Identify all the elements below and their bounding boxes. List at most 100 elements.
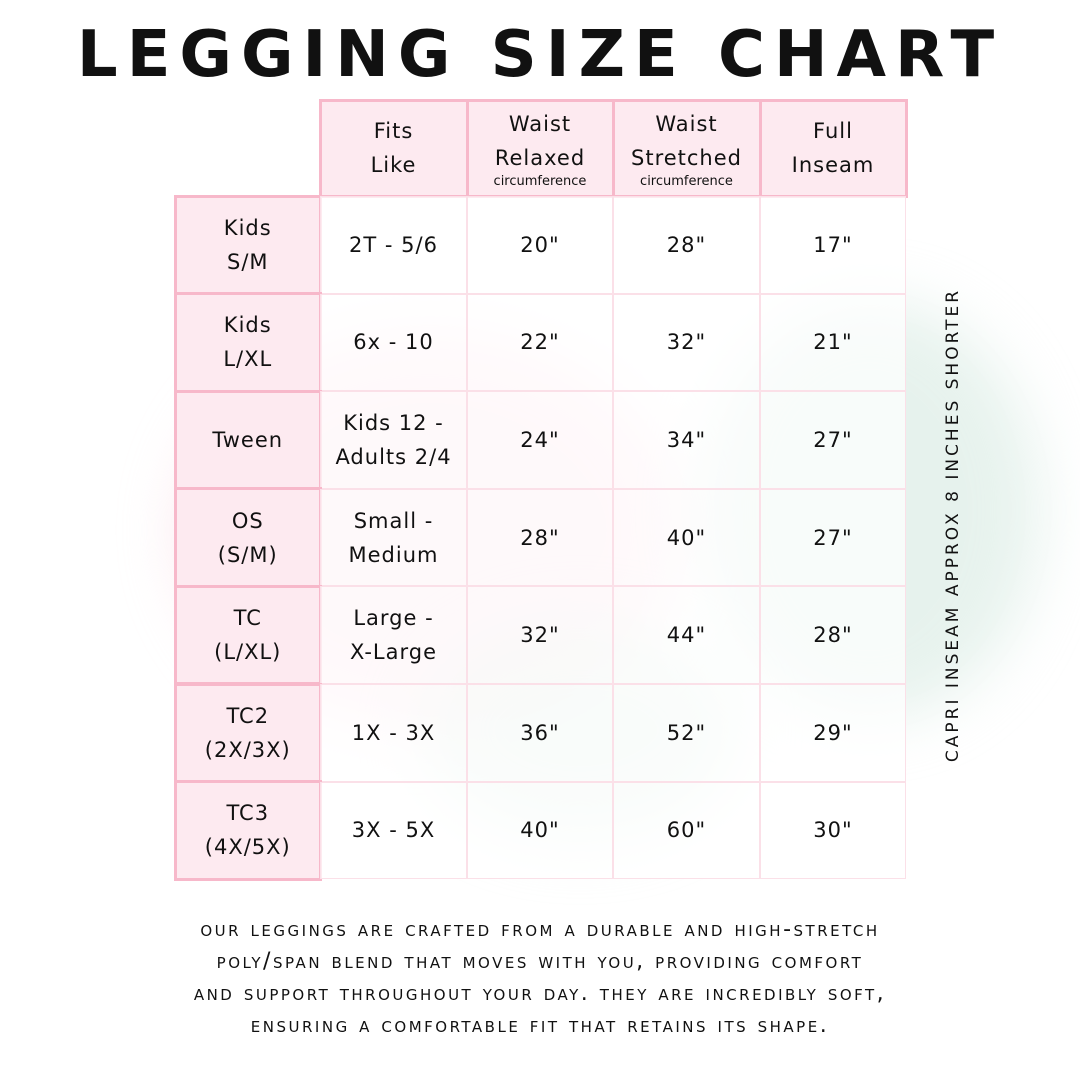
cell-text: Small - <box>353 508 434 533</box>
table-cell-fits-like: 6x - 10 <box>320 293 467 392</box>
table-cell-relaxed: 28" <box>467 488 613 587</box>
cell-text: 17" <box>813 232 853 257</box>
cell-text: Like <box>370 153 417 178</box>
table-cell-stretched: 52" <box>613 684 760 782</box>
cell-text: Fits <box>373 119 414 144</box>
table-cell-fits-like: Small - Medium <box>320 488 467 587</box>
cell-text: 52" <box>666 720 707 745</box>
cell-text: Adults 2/4 <box>335 444 452 469</box>
cell-text: (4X/5X) <box>204 835 291 860</box>
cell-text: 21" <box>813 330 853 355</box>
cell-text: 22" <box>520 330 560 355</box>
description-line: POLY/SPAN BLEND THAT MOVES WITH YOU, PRO… <box>216 949 864 974</box>
cell-text: 27" <box>813 427 853 452</box>
cell-text: 40" <box>666 525 707 550</box>
cell-text: 27" <box>813 525 853 550</box>
table-cell-inseam: 29" <box>760 684 906 782</box>
table-cell-stretched: 32" <box>613 293 760 392</box>
cell-text: S/M <box>226 249 269 274</box>
cell-text: (2X/3X) <box>204 737 291 762</box>
cell-text: 6x - 10 <box>353 330 434 355</box>
capri-note: CAPRI INSEAM APPROX 8 INCHES SHORTER <box>943 287 963 763</box>
table-cell-inseam: 28" <box>760 586 906 684</box>
column-header: Waist Relaxed circumference <box>465 99 615 198</box>
cell-text: X-Large <box>349 640 437 665</box>
cell-text: TC3 <box>226 801 270 826</box>
table-cell-inseam: 17" <box>760 196 906 294</box>
cell-text: Waist <box>508 112 572 137</box>
cell-text: 60" <box>666 818 707 843</box>
cell-text: Kids <box>223 313 272 338</box>
row-header-size: TC2 (2X/3X) <box>174 682 322 784</box>
description-line: AND SUPPORT THROUGHOUT YOUR DAY. THEY AR… <box>193 981 887 1006</box>
cell-text: L/XL <box>223 347 273 372</box>
cell-text: Inseam <box>791 153 875 178</box>
description-line: ENSURING A COMFORTABLE FIT THAT RETAINS … <box>250 1013 830 1038</box>
cell-text: Tween <box>212 427 284 452</box>
column-header: Full Inseam <box>758 99 908 198</box>
cell-text: 32" <box>520 623 560 648</box>
page-title: LEGGING SIZE CHART <box>76 18 1004 92</box>
table-cell-relaxed: 40" <box>467 781 613 880</box>
table-cell-inseam: 27" <box>760 391 906 489</box>
cell-text: 29" <box>813 720 853 745</box>
cell-text: Kids 12 - <box>343 410 444 435</box>
row-header-size: Kids S/M <box>174 194 322 296</box>
table-cell-stretched: 40" <box>613 488 760 587</box>
cell-text: circumference <box>493 174 587 190</box>
cell-text: 28" <box>520 525 560 550</box>
cell-text: Kids <box>223 215 272 240</box>
cell-text: TC <box>233 606 262 631</box>
table-cell-stretched: 34" <box>613 391 760 489</box>
cell-text: 32" <box>666 330 707 355</box>
row-header-size: TC (L/XL) <box>174 584 322 686</box>
cell-text: 40" <box>520 818 560 843</box>
table-cell-inseam: 27" <box>760 488 906 587</box>
row-header-size: TC3 (4X/5X) <box>174 780 322 881</box>
row-header-size: OS (S/M) <box>174 487 322 588</box>
table-cell-fits-like: 3X - 5X <box>320 781 467 880</box>
cell-text: Medium <box>348 542 439 567</box>
table-cell-inseam: 21" <box>760 293 906 392</box>
cell-text: 44" <box>666 623 707 648</box>
table-cell-fits-like: Large - X-Large <box>320 586 467 684</box>
cell-text: 3X - 5X <box>351 818 436 843</box>
cell-text: 2T - 5/6 <box>349 232 438 257</box>
table-cell-fits-like: 1X - 3X <box>320 684 467 782</box>
cell-text: 28" <box>666 232 707 257</box>
table-cell-stretched: 44" <box>613 586 760 684</box>
table-cell-relaxed: 24" <box>467 391 613 489</box>
table-cell-stretched: 28" <box>613 196 760 294</box>
column-header: Fits Like <box>318 99 469 198</box>
row-header-size: Tween <box>174 389 322 491</box>
table-cell-fits-like: Kids 12 - Adults 2/4 <box>320 391 467 489</box>
table-cell-stretched: 60" <box>613 781 760 880</box>
cell-text: (L/XL) <box>214 640 282 665</box>
table-cell-relaxed: 22" <box>467 293 613 392</box>
column-header: Waist Stretched circumference <box>611 99 762 198</box>
table-cell-fits-like: 2T - 5/6 <box>320 196 467 294</box>
cell-text: 34" <box>666 427 707 452</box>
table-cell-inseam: 30" <box>760 781 906 880</box>
cell-text: circumference <box>640 174 733 190</box>
table-cell-relaxed: 32" <box>467 586 613 684</box>
cell-text: (S/M) <box>217 542 278 567</box>
cell-text: 1X - 3X <box>351 720 436 745</box>
table-cell-relaxed: 36" <box>467 684 613 782</box>
cell-text: Relaxed <box>494 146 586 171</box>
cell-text: OS <box>231 508 264 533</box>
cell-text: 20" <box>520 232 560 257</box>
cell-text: Large - <box>353 606 434 631</box>
cell-text: 36" <box>520 720 560 745</box>
cell-text: Waist <box>655 112 718 137</box>
cell-text: Stretched <box>631 146 742 171</box>
cell-text: TC2 <box>226 703 270 728</box>
cell-text: 28" <box>813 623 853 648</box>
table-cell-relaxed: 20" <box>467 196 613 294</box>
cell-text: 24" <box>520 427 560 452</box>
cell-text: Full <box>813 119 853 144</box>
row-header-size: Kids L/XL <box>174 292 322 393</box>
cell-text: 30" <box>813 818 853 843</box>
